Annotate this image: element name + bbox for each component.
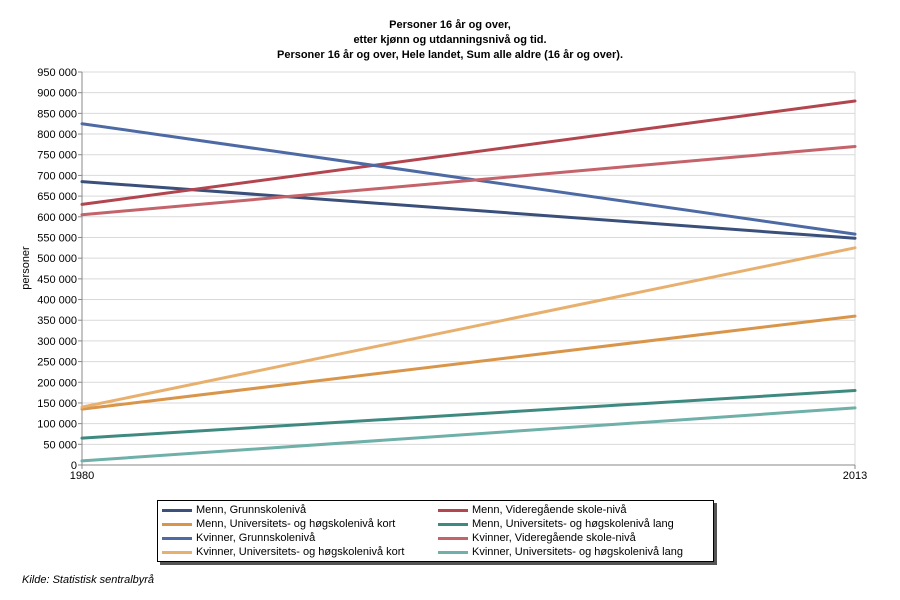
legend-item: Kvinner, Universitets- og høgskolenivå l… <box>438 545 708 559</box>
y-tick-label: 600 000 <box>37 212 77 224</box>
y-tick-label: 100 000 <box>37 419 77 431</box>
legend-swatch <box>438 536 468 540</box>
legend-item: Menn, Universitets- og høgskolenivå lang <box>438 517 708 531</box>
y-tick-label: 250 000 <box>37 357 77 369</box>
x-axis-ticks: 1980 2013 <box>70 465 867 482</box>
y-tick-label: 400 000 <box>37 295 77 307</box>
series-line-8 <box>80 406 857 463</box>
y-tick-label: 800 000 <box>37 129 77 141</box>
legend-item: Kvinner, Universitets- og høgskolenivå k… <box>162 545 438 559</box>
legend-swatch <box>438 522 468 526</box>
legend: Menn, Grunnskolenivå Menn, Videregående s… <box>157 500 714 562</box>
series-line-7 <box>80 246 857 409</box>
legend-label: Menn, Universitets- og høgskolenivå kort <box>196 518 396 530</box>
series-line-3 <box>80 314 857 411</box>
y-tick-label: 750 000 <box>37 150 77 162</box>
series-line-6 <box>80 144 857 217</box>
chart-title-line-2: etter kjønn og utdanningsnivå og tid. <box>353 34 547 46</box>
chart-title-line-1: Personer 16 år og over, <box>389 19 511 31</box>
y-axis-ticks: 0 50 000 100 000 150 000 200 000 250 000 300 0… <box>37 67 82 472</box>
legend-grid: Menn, Grunnskolenivå Menn, Videregående s… <box>162 503 709 559</box>
y-tick-label: 900 000 <box>37 88 77 100</box>
legend-label: Kvinner, Videregående skole-nivå <box>472 532 636 544</box>
y-tick-label: 450 000 <box>37 274 77 286</box>
grid-lines <box>81 71 856 466</box>
legend-label: Kvinner, Universitets- og høgskolenivå l… <box>472 546 683 558</box>
legend-swatch <box>162 508 192 512</box>
chart-title-line-3: Personer 16 år og over, Hele landet, Sum… <box>276 49 624 61</box>
legend-swatch <box>162 550 192 554</box>
legend-swatch <box>438 508 468 512</box>
series-lines <box>80 99 857 463</box>
y-tick-label: 150 000 <box>37 398 77 410</box>
y-tick-label: 950 000 <box>37 67 77 79</box>
x-tick-label: 2013 <box>843 470 867 482</box>
legend-item: Menn, Grunnskolenivå <box>162 503 438 517</box>
y-tick-label: 50 000 <box>43 439 77 451</box>
chart-title: Personer 16 år og over, etter kjønn og u… <box>0 18 900 63</box>
y-axis-label: personer <box>20 246 32 290</box>
series-line-5 <box>80 122 857 236</box>
y-tick-label: 550 000 <box>37 232 77 244</box>
legend-label: Kvinner, Grunnskolenivå <box>196 532 316 544</box>
legend-label: Kvinner, Universitets- og høgskolenivå k… <box>196 546 405 558</box>
y-tick-label: 650 000 <box>37 191 77 203</box>
legend-item: Menn, Videregående skole-nivå <box>438 503 708 517</box>
series-line-1 <box>80 180 857 240</box>
series-line-4 <box>80 389 857 440</box>
y-tick-label: 300 000 <box>37 336 77 348</box>
legend-label: Menn, Grunnskolenivå <box>196 504 307 516</box>
legend-swatch <box>438 550 468 554</box>
y-tick-label: 200 000 <box>37 377 77 389</box>
x-tick-label: 1980 <box>70 470 94 482</box>
y-tick-label: 350 000 <box>37 315 77 327</box>
series-line-2 <box>80 99 857 206</box>
legend-label: Menn, Videregående skole-nivå <box>472 504 627 516</box>
y-tick-label: 0 <box>71 460 77 472</box>
legend-item: Menn, Universitets- og høgskolenivå kort <box>162 517 438 531</box>
y-tick-label: 700 000 <box>37 170 77 182</box>
source-note: Kilde: Statistisk sentralbyrå <box>22 574 155 586</box>
y-tick-label: 500 000 <box>37 253 77 265</box>
legend-swatch <box>162 536 192 540</box>
legend-item: Kvinner, Videregående skole-nivå <box>438 531 708 545</box>
legend-label: Menn, Universitets- og høgskolenivå lang <box>472 518 674 530</box>
y-tick-label: 850 000 <box>37 108 77 120</box>
legend-swatch <box>162 522 192 526</box>
legend-item: Kvinner, Grunnskolenivå <box>162 531 438 545</box>
